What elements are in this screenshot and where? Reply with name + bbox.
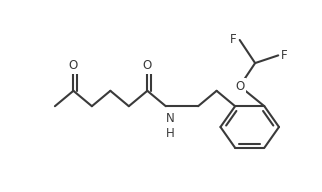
Text: F: F [230,33,237,46]
Text: O: O [235,80,244,93]
Text: O: O [69,59,78,72]
Text: F: F [281,49,288,62]
Text: O: O [143,59,152,72]
Text: N
H: N H [166,112,175,140]
